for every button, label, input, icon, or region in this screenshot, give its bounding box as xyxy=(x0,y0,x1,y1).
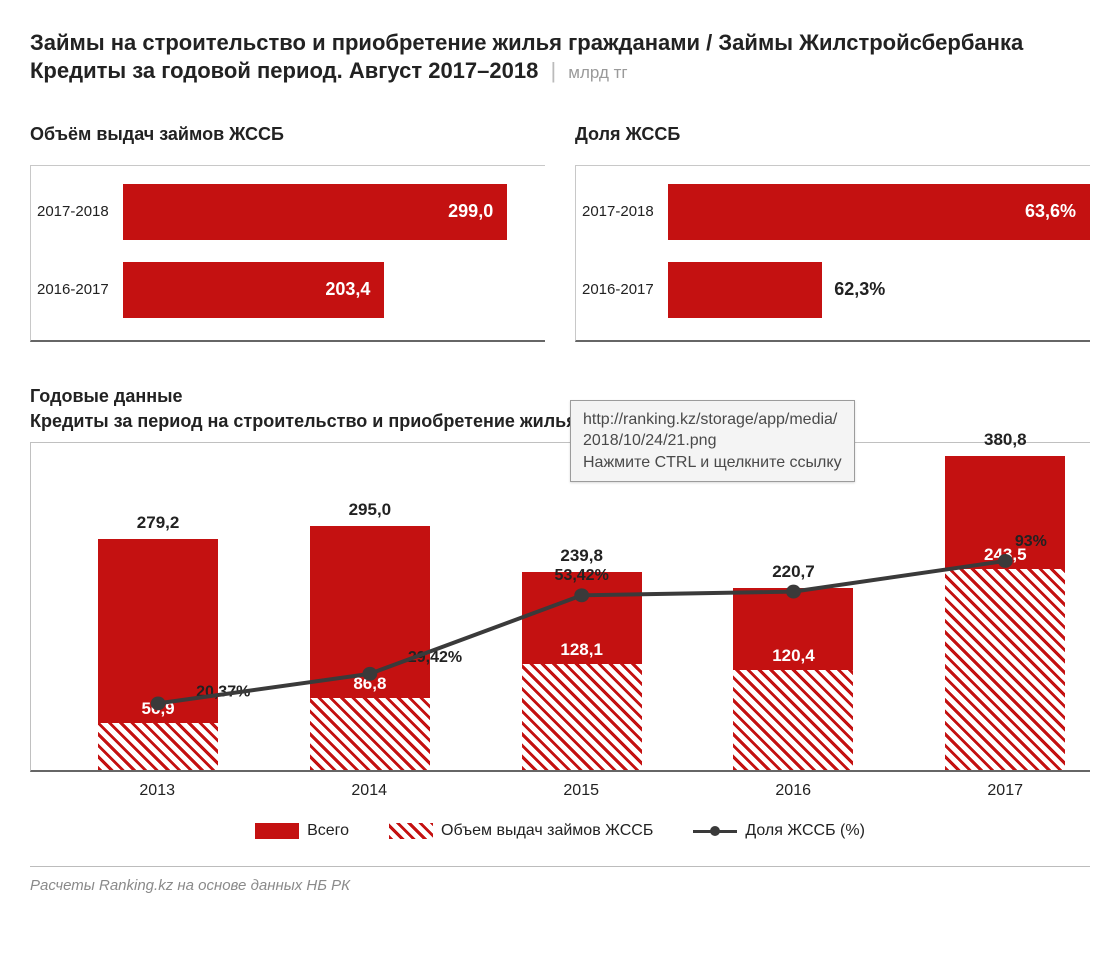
hbar-row: 2017-2018299,0 xyxy=(31,184,545,240)
hbar-left-title: Объём выдач займов ЖССБ xyxy=(30,124,545,145)
annual-title1: Годовые данные xyxy=(30,386,1090,407)
hbar-left: Объём выдач займов ЖССБ 2017-2018299,020… xyxy=(30,124,545,342)
hbar-label: 2017-2018 xyxy=(31,203,123,220)
main-title-line1: Займы на строительство и приобретение жи… xyxy=(30,28,1090,58)
share-point xyxy=(998,554,1013,568)
legend: Всего Объем выдач займов ЖССБ Доля ЖССБ … xyxy=(30,822,1090,840)
share-line xyxy=(158,561,1005,703)
xaxis-tick: 2013 xyxy=(139,782,175,800)
combo-wrap: 279,256,9295,086,8239,8128,1220,7120,438… xyxy=(30,442,1090,772)
hbar-pair: Объём выдач займов ЖССБ 2017-2018299,020… xyxy=(30,124,1090,342)
footer-text: Расчеты Ranking.kz на основе данных НБ Р… xyxy=(30,877,1090,894)
legend-share: Доля ЖССБ (%) xyxy=(693,822,865,840)
share-point xyxy=(574,588,589,602)
xaxis-tick: 2014 xyxy=(351,782,387,800)
legend-swatch-solid xyxy=(255,823,299,839)
hbar-bar xyxy=(668,262,822,318)
legend-swatch-hatch xyxy=(389,823,433,839)
share-point xyxy=(786,584,801,598)
hbar-row: 2016-2017203,4 xyxy=(31,262,545,318)
subtitle-text: Кредиты за годовой период. Август 2017–2… xyxy=(30,58,538,83)
hbar-label: 2016-2017 xyxy=(31,281,123,298)
hbar-row: 2017-201863,6% xyxy=(576,184,1090,240)
link-tooltip: http://ranking.kz/storage/app/media/ 201… xyxy=(570,400,855,483)
hbar-row: 2016-2017 62,3% xyxy=(576,262,1090,318)
legend-zhssb: Объем выдач займов ЖССБ xyxy=(389,822,653,840)
hbar-bar: 203,4 xyxy=(123,262,384,318)
footer-rule xyxy=(30,866,1090,867)
main-title-line2: Кредиты за годовой период. Август 2017–2… xyxy=(30,58,1090,84)
legend-total: Всего xyxy=(255,822,349,840)
share-point xyxy=(362,667,377,681)
hbar-bar: 299,0 xyxy=(123,184,507,240)
combo-plot: 279,256,9295,086,8239,8128,1220,7120,438… xyxy=(30,442,1090,772)
hbar-right-title: Доля ЖССБ xyxy=(575,124,1090,145)
share-point xyxy=(151,696,166,710)
subtitle-separator: | xyxy=(544,58,562,83)
xaxis-tick: 2016 xyxy=(775,782,811,800)
annual-section: Годовые данные Кредиты за период на стро… xyxy=(30,386,1090,840)
combo-xaxis: 2013 2014 2015 2016 2017 xyxy=(30,782,1090,804)
hbar-label: 2016-2017 xyxy=(576,281,668,298)
subtitle-unit: млрд тг xyxy=(568,63,627,82)
legend-swatch-line xyxy=(693,823,737,839)
tooltip-line3: Нажмите CTRL и щелкните ссылку xyxy=(583,452,842,474)
legend-total-label: Всего xyxy=(307,822,349,840)
tooltip-line2: 2018/10/24/21.png xyxy=(583,430,842,452)
hbar-right-chart: 2017-201863,6% 2016-2017 62,3% xyxy=(575,165,1090,342)
hbar-label: 2017-2018 xyxy=(576,203,668,220)
legend-zhssb-label: Объем выдач займов ЖССБ xyxy=(441,822,653,840)
xaxis-tick: 2015 xyxy=(563,782,599,800)
hbar-bar: 63,6% xyxy=(668,184,1090,240)
hbar-right: Доля ЖССБ 2017-201863,6% 2016-2017 62,3% xyxy=(575,124,1090,342)
legend-share-label: Доля ЖССБ (%) xyxy=(745,822,865,840)
tooltip-line1: http://ranking.kz/storage/app/media/ xyxy=(583,409,842,431)
hbar-value: 62,3% xyxy=(834,279,885,300)
annual-title2: Кредиты за период на строительство и при… xyxy=(30,411,1090,432)
hbar-left-chart: 2017-2018299,0 2016-2017203,4 xyxy=(30,165,545,342)
xaxis-tick: 2017 xyxy=(987,782,1023,800)
line-svg xyxy=(31,443,1090,770)
